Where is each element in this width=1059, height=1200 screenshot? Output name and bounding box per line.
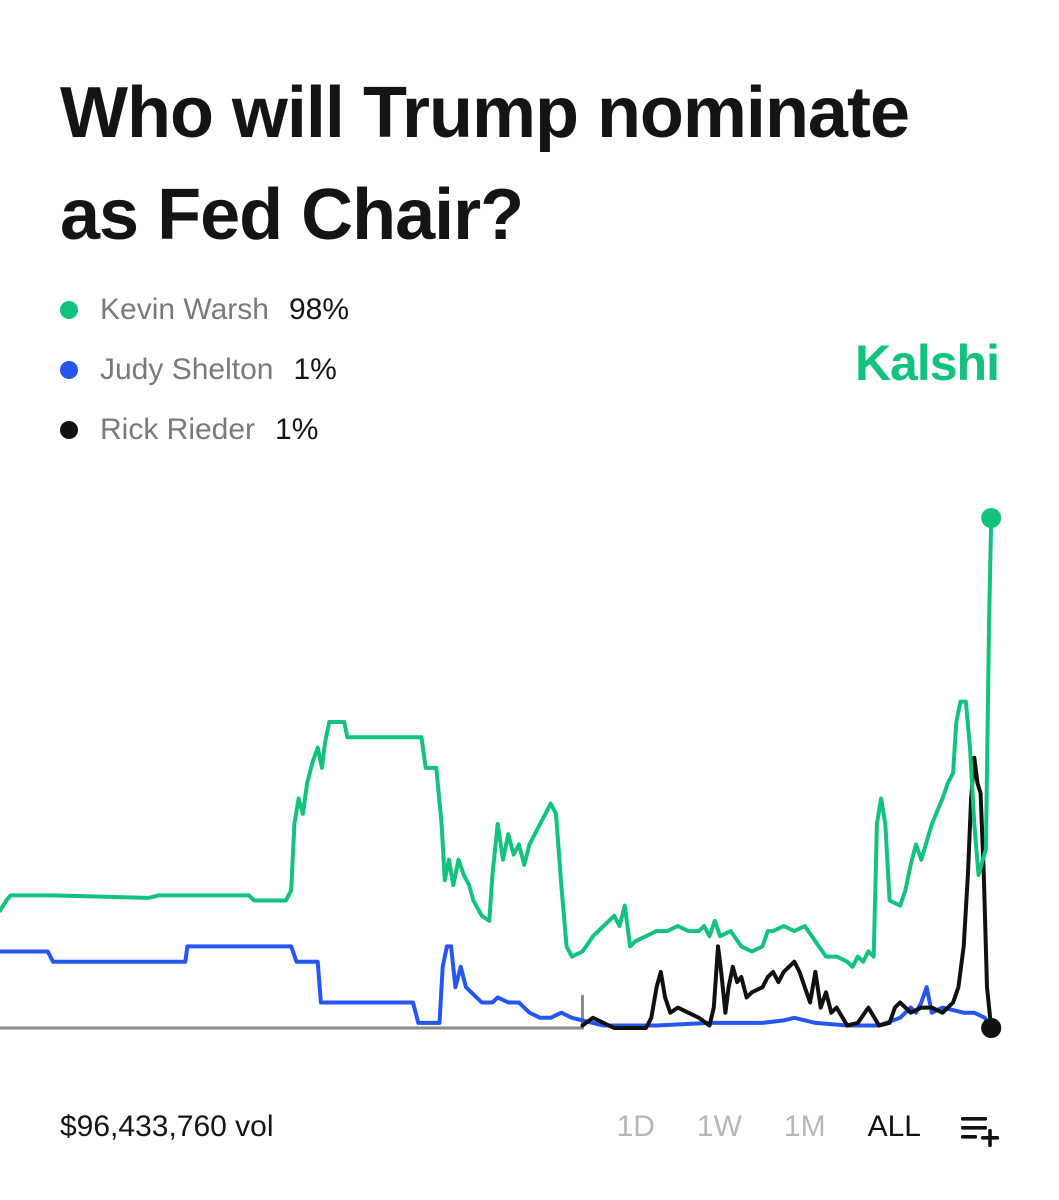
page-title: Who will Trump nominate as Fed Chair? — [60, 73, 910, 255]
range-selector: 1D 1W 1M ALL — [575, 1110, 921, 1144]
range-1m-button[interactable]: 1M — [783, 1110, 826, 1143]
series-line-kevin-warsh — [0, 516, 994, 969]
kalshi-logo: Kalshi — [854, 335, 1000, 391]
legend-name: Rick Rieder — [100, 413, 256, 446]
series-line-rick-rieder — [580, 755, 994, 1030]
volume-label: $96,433,760 vol — [60, 1110, 274, 1143]
line-chart — [0, 508, 1002, 1038]
end-marker-kevin-warsh — [981, 508, 1002, 528]
legend-value: 1% — [275, 413, 319, 446]
chart-legend: Kevin Warsh 98% Judy Shelton 1% Rick Rie… — [60, 280, 349, 460]
add-to-list-icon[interactable] — [959, 1108, 1003, 1152]
legend-name: Kevin Warsh — [100, 293, 269, 326]
legend-value: 1% — [293, 353, 337, 386]
legend-dot-kevin-warsh — [60, 301, 78, 319]
legend-item-kevin-warsh: Kevin Warsh 98% — [60, 280, 349, 340]
marker-layer — [981, 508, 1002, 1038]
range-all-button[interactable]: ALL — [867, 1110, 921, 1143]
end-marker-rick-rieder — [981, 1018, 1002, 1038]
range-1d-button[interactable]: 1D — [616, 1110, 655, 1143]
chart-footer: $96,433,760 vol 1D 1W 1M ALL — [0, 1096, 1059, 1160]
legend-dot-rick-rieder — [60, 421, 78, 439]
legend-name: Judy Shelton — [100, 353, 274, 386]
baseline-line — [0, 994, 584, 1030]
legend-value: 98% — [288, 293, 349, 326]
series-layer — [0, 516, 994, 1030]
range-1w-button[interactable]: 1W — [696, 1110, 742, 1143]
legend-item-rick-rieder: Rick Rieder 1% — [60, 400, 349, 460]
legend-item-judy-shelton: Judy Shelton 1% — [60, 340, 349, 400]
legend-dot-judy-shelton — [60, 361, 78, 379]
